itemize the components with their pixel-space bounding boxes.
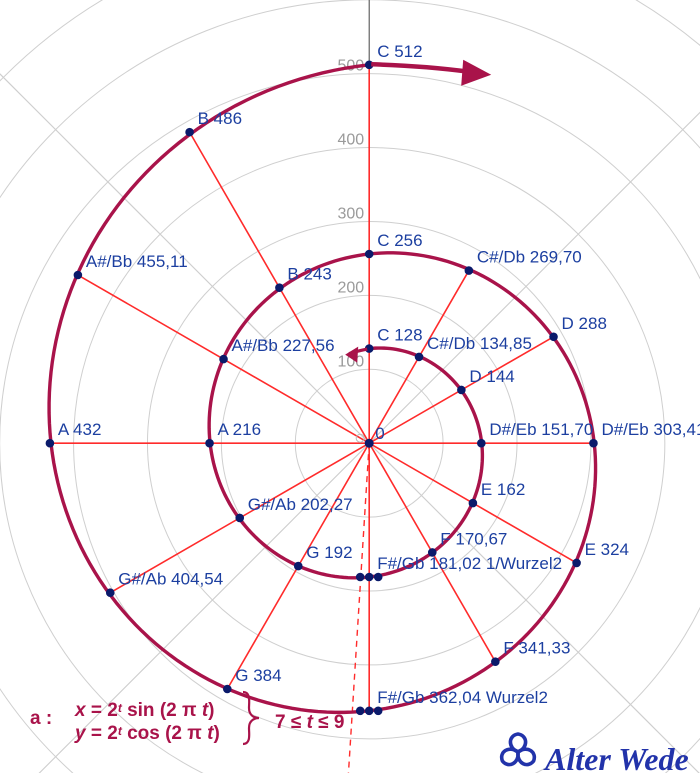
svg-text:A 216: A 216 xyxy=(218,420,261,439)
svg-text:Alter Wede: Alter Wede xyxy=(543,741,689,773)
svg-text:E 162: E 162 xyxy=(481,480,525,499)
svg-text:C 256: C 256 xyxy=(377,231,422,250)
svg-text:G#/Ab 202,27: G#/Ab 202,27 xyxy=(248,495,353,514)
svg-text:200: 200 xyxy=(337,279,364,296)
svg-text:B 243: B 243 xyxy=(287,265,331,284)
svg-text:F 170,67: F 170,67 xyxy=(440,529,507,548)
svg-text:G 192: G 192 xyxy=(306,543,352,562)
svg-text:y = 2t cos (2 π t): y = 2t cos (2 π t) xyxy=(74,723,220,744)
svg-text:0: 0 xyxy=(375,424,384,443)
svg-text:D#/Eb 151,70: D#/Eb 151,70 xyxy=(489,420,593,439)
svg-text:G 384: G 384 xyxy=(235,666,281,685)
svg-text:A 432: A 432 xyxy=(58,420,102,439)
svg-text:G#/Ab 404,54: G#/Ab 404,54 xyxy=(118,570,223,589)
svg-text:C#/Db 269,70: C#/Db 269,70 xyxy=(477,248,582,267)
svg-text:F#/Gb 362,04 Wurzel2: F#/Gb 362,04 Wurzel2 xyxy=(377,688,548,707)
svg-text:F#/Gb 181,02 1/Wurzel2: F#/Gb 181,02 1/Wurzel2 xyxy=(377,554,562,573)
svg-text:A#/Bb 455,11: A#/Bb 455,11 xyxy=(86,252,188,271)
svg-text:400: 400 xyxy=(337,132,364,149)
svg-text:300: 300 xyxy=(337,206,364,223)
svg-text:C 512: C 512 xyxy=(377,42,422,61)
svg-text:D 144: D 144 xyxy=(469,367,514,386)
svg-text:B 486: B 486 xyxy=(198,109,242,128)
svg-text:D 288: D 288 xyxy=(562,314,607,333)
svg-text:E 324: E 324 xyxy=(585,540,629,559)
svg-text:a :: a : xyxy=(30,708,52,729)
svg-text:D#/Eb 303,41: D#/Eb 303,41 xyxy=(601,420,700,439)
svg-text:x = 2t sin (2 π t): x = 2t sin (2 π t) xyxy=(74,700,214,721)
svg-text:F 341,33: F 341,33 xyxy=(503,639,570,658)
svg-text:7 ≤ t ≤ 9: 7 ≤ t ≤ 9 xyxy=(275,712,344,733)
svg-text:C 128: C 128 xyxy=(377,326,422,345)
svg-text:C#/Db 134,85: C#/Db 134,85 xyxy=(427,334,532,353)
svg-text:A#/Bb 227,56: A#/Bb 227,56 xyxy=(232,336,335,355)
